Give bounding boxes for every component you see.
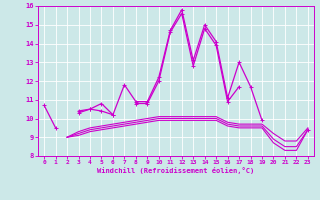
X-axis label: Windchill (Refroidissement éolien,°C): Windchill (Refroidissement éolien,°C)	[97, 167, 255, 174]
